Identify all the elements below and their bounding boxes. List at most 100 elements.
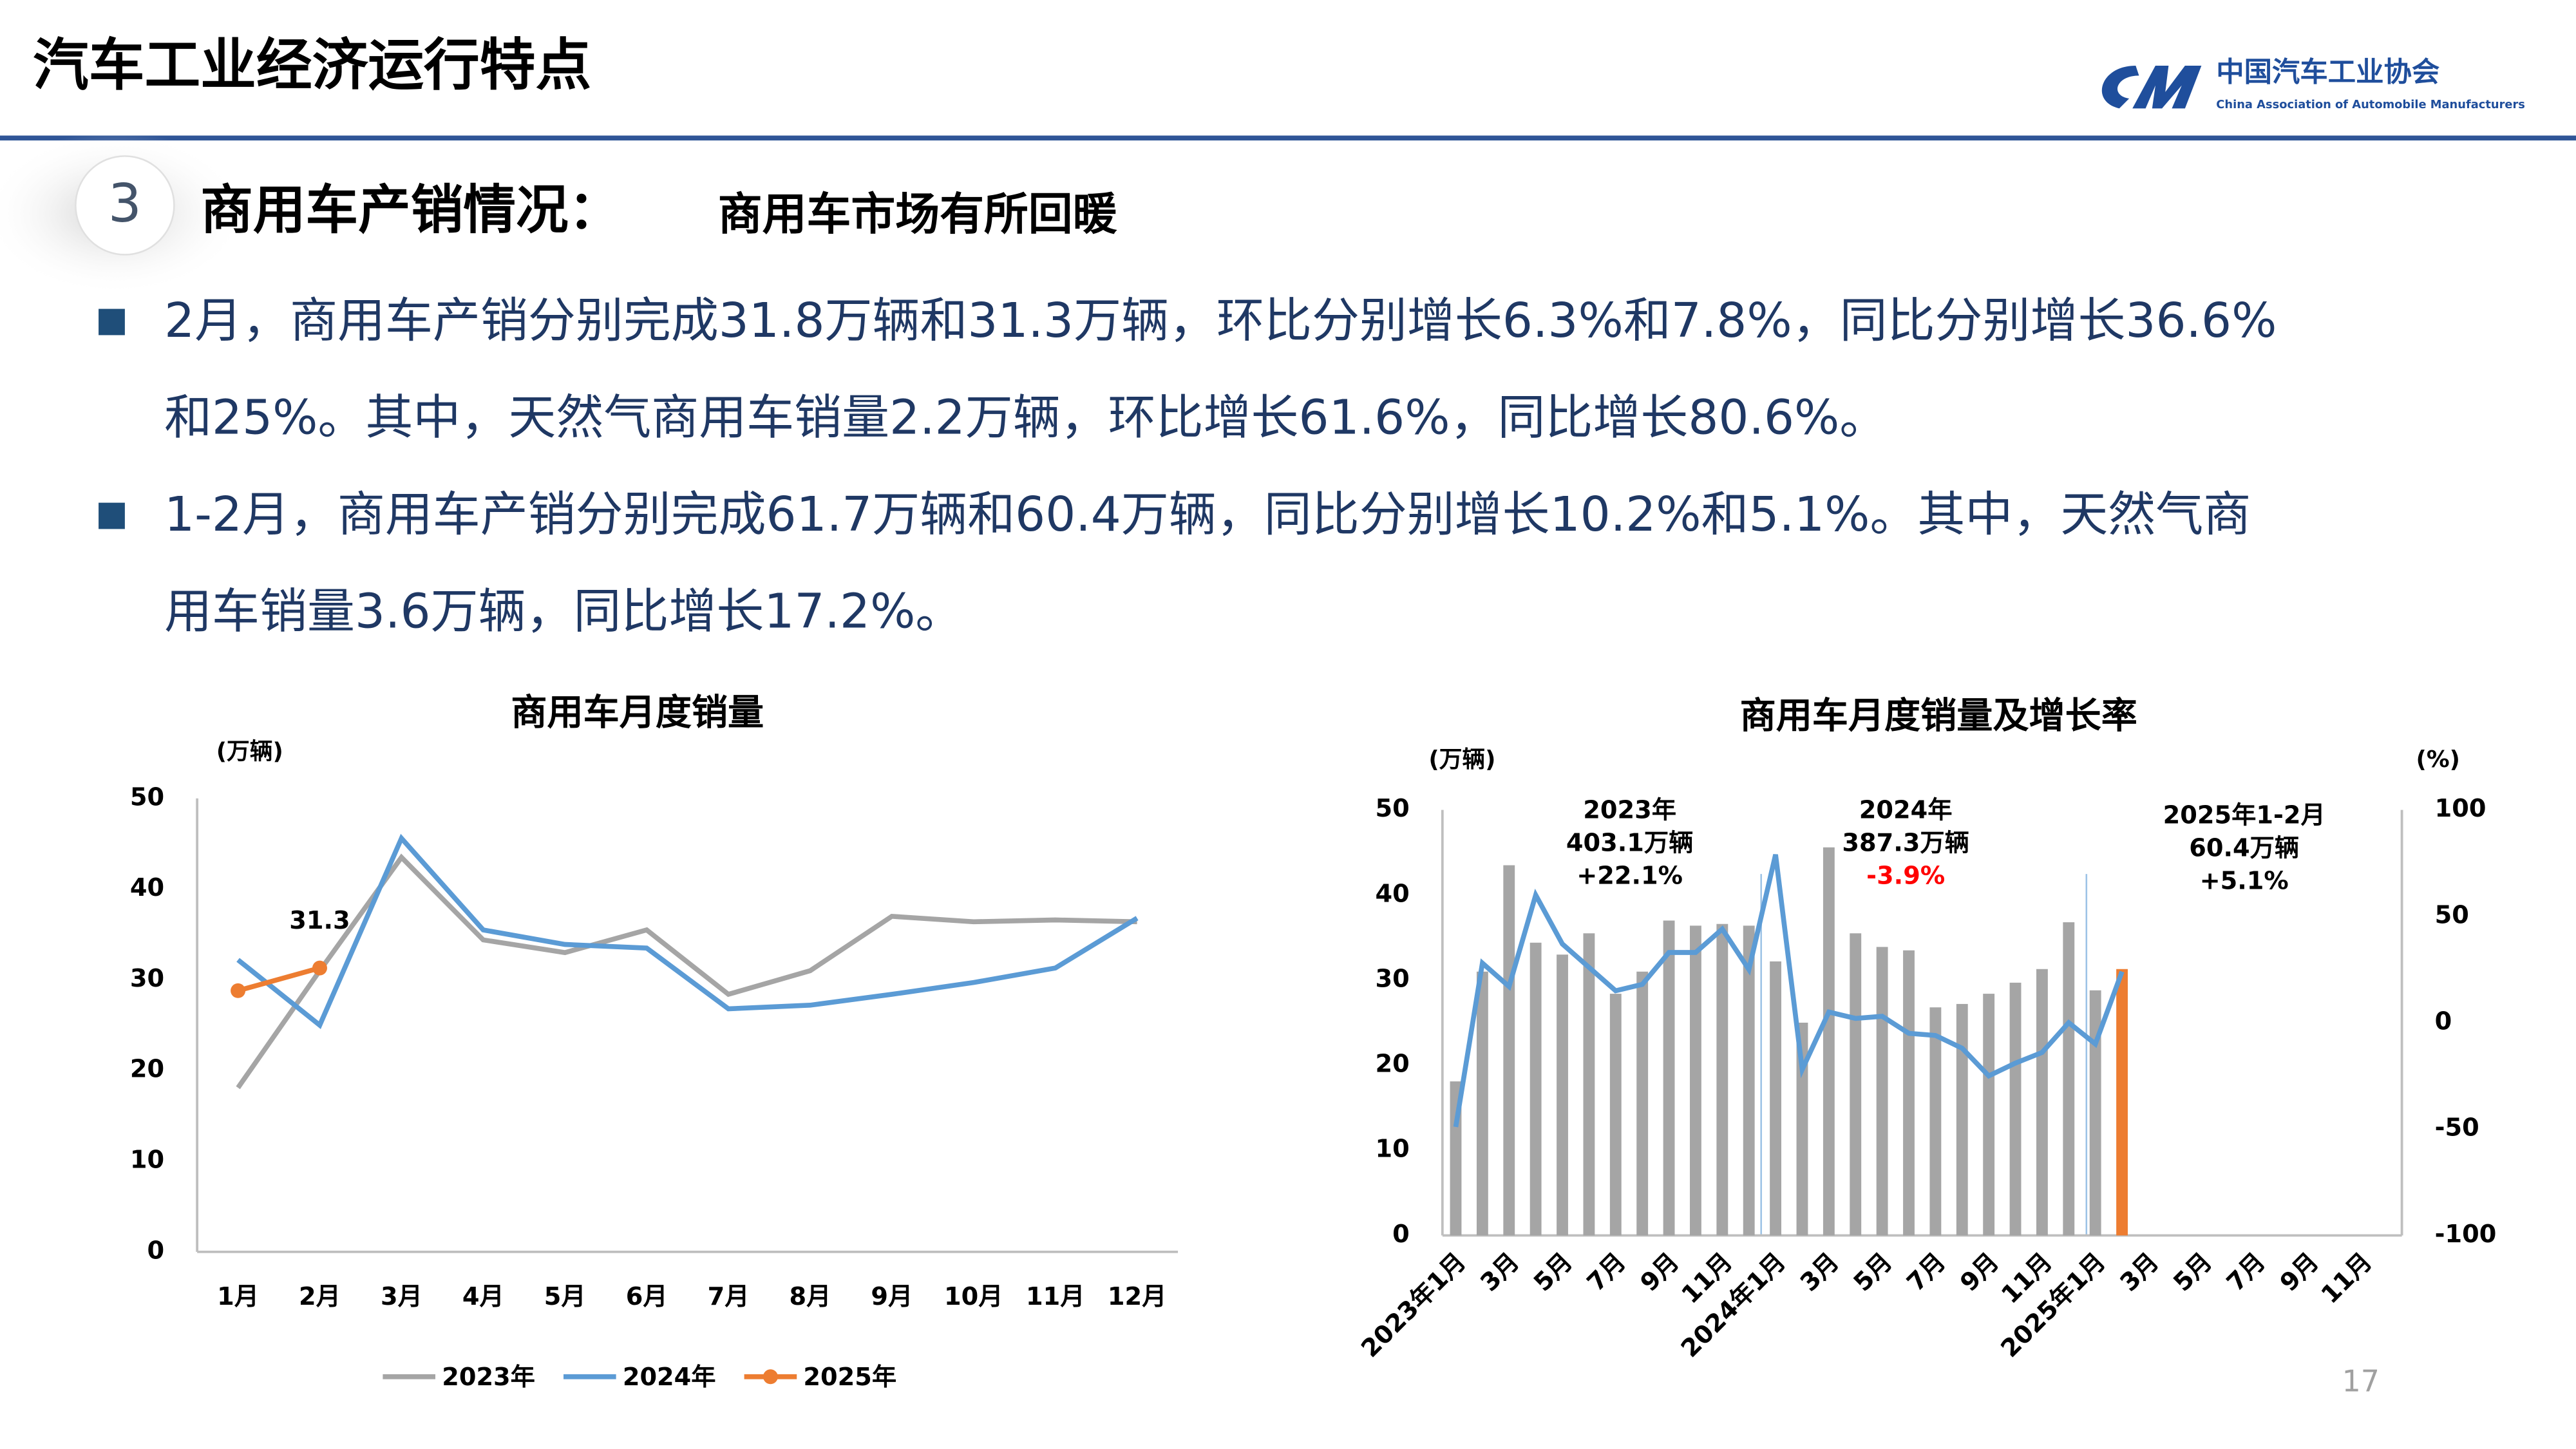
- y-tick-label: 20: [1376, 1050, 1410, 1079]
- y-tick-label: 10: [1376, 1135, 1410, 1164]
- y2-tick-label: 0: [2435, 1007, 2452, 1036]
- x-tick-label: 2023年1月: [1356, 1247, 1472, 1363]
- annotation: +22.1%: [1577, 862, 1683, 891]
- annotation: 387.3万辆: [1842, 829, 1969, 858]
- x-tick-label: 4月: [462, 1282, 504, 1311]
- page-title: 汽车工业经济运行特点: [33, 33, 591, 98]
- bar: [2089, 990, 2101, 1236]
- x-tick-label: 1月: [217, 1282, 259, 1311]
- bar: [1663, 920, 1675, 1236]
- bar: [1609, 994, 1622, 1236]
- y-tick-label: 20: [130, 1055, 164, 1084]
- page-number: 17: [2342, 1363, 2380, 1398]
- annotation: 2023年: [1583, 796, 1676, 825]
- y-unit: (万辆): [216, 738, 283, 764]
- y-tick-label: 0: [1392, 1220, 1410, 1249]
- logo-en: China Association of Automobile Manufact…: [2216, 98, 2525, 111]
- legend-label: 2024年: [623, 1363, 716, 1392]
- y2-tick-label: 50: [2435, 900, 2469, 929]
- y-tick-label: 40: [1376, 879, 1410, 908]
- bullet-marker: [99, 308, 125, 336]
- bar: [1983, 994, 1995, 1236]
- bullet-marker: [99, 502, 125, 529]
- point-marker: [231, 983, 246, 998]
- y-tick-label: 30: [130, 964, 164, 993]
- annotation: -3.9%: [1866, 862, 1945, 891]
- bar: [1583, 933, 1595, 1236]
- bar: [2009, 982, 2022, 1236]
- y-tick-label: 30: [1376, 964, 1410, 993]
- x-tick-label: 5月: [1528, 1247, 1578, 1298]
- series-line: [236, 853, 1137, 1090]
- bar: [2063, 922, 2075, 1236]
- y2-tick-label: -50: [2435, 1113, 2479, 1142]
- x-tick-label: 5月: [544, 1282, 586, 1311]
- bullet-text: 2月，商用车产销分别完成31.8万辆和31.3万辆，环比分别增长6.3%和7.8…: [164, 293, 2277, 348]
- data-label: 31.3: [289, 906, 350, 935]
- x-tick-label: 10月: [944, 1282, 1003, 1311]
- section-number: 3: [108, 173, 142, 234]
- badge: [75, 155, 175, 256]
- x-tick-label: 9月: [871, 1282, 913, 1311]
- bar: [1530, 942, 1542, 1236]
- bar: [1903, 950, 1915, 1236]
- bar: [1557, 954, 1568, 1236]
- bar: [2116, 969, 2128, 1236]
- y-tick-label: 40: [130, 873, 164, 902]
- bar: [1770, 961, 1782, 1236]
- x-tick-label: 3月: [1795, 1247, 1845, 1298]
- x-tick-label: 3月: [1475, 1247, 1525, 1298]
- section-subtitle: 商用车市场有所回暖: [718, 189, 1118, 240]
- annotation: 2025年1-2月: [2163, 800, 2325, 829]
- bar: [1690, 925, 1701, 1236]
- x-tick-label: 7月: [2221, 1247, 2271, 1298]
- y2-tick-label: -100: [2435, 1220, 2497, 1249]
- y-tick-label: 10: [130, 1146, 164, 1175]
- bar: [1956, 1003, 1968, 1236]
- bar: [1929, 1007, 1942, 1236]
- bar: [1716, 923, 1728, 1236]
- logo: 中国汽车工业协会 China Association of Automobile…: [2101, 56, 2525, 111]
- series-line: [237, 965, 321, 994]
- annotation: 60.4万辆: [2189, 833, 2299, 862]
- annotation: +5.1%: [2200, 866, 2289, 895]
- bar: [1476, 971, 1488, 1236]
- section-title: 商用车产销情况：: [200, 180, 621, 241]
- x-tick-label: 11月: [2316, 1247, 2378, 1310]
- x-tick-label: 7月: [1582, 1247, 1632, 1298]
- annotation: 403.1万辆: [1566, 829, 1693, 858]
- y2-unit: (%): [2416, 746, 2460, 773]
- bullet-text: 1-2月，商用车产销分别完成61.7万辆和60.4万辆，同比分别增长10.2%和…: [164, 487, 2251, 542]
- legend-label: 2025年: [803, 1363, 896, 1392]
- x-tick-label: 6月: [626, 1282, 668, 1311]
- chart-title: 商用车月度销量及增长率: [1740, 695, 2137, 737]
- chart-title: 商用车月度销量: [511, 692, 764, 734]
- legend-marker: [762, 1369, 778, 1385]
- bar: [1823, 847, 1835, 1236]
- legend-label: 2023年: [442, 1363, 535, 1392]
- bar: [1876, 947, 1888, 1236]
- y2-tick-label: 100: [2435, 794, 2486, 823]
- bar: [1796, 1023, 1808, 1236]
- x-tick-label: 11月: [1026, 1282, 1084, 1311]
- x-tick-label: 8月: [790, 1282, 831, 1311]
- x-tick-label: 12月: [1108, 1282, 1166, 1311]
- y-tick-label: 0: [147, 1236, 164, 1265]
- x-tick-label: 5月: [1848, 1247, 1899, 1298]
- bullet-text: 和25%。其中，天然气商用车销量2.2万辆，环比增长61.6%，同比增长80.6…: [164, 390, 1887, 446]
- x-tick-label: 2月: [299, 1282, 341, 1311]
- y-tick-label: 50: [130, 782, 164, 811]
- x-tick-label: 7月: [708, 1282, 750, 1311]
- series-line: [236, 833, 1139, 1029]
- x-tick-label: 5月: [2168, 1247, 2218, 1298]
- bar: [1636, 971, 1649, 1236]
- y-unit: (万辆): [1428, 746, 1495, 773]
- x-tick-label: 7月: [1901, 1247, 1951, 1298]
- x-tick-label: 3月: [381, 1282, 422, 1311]
- bullet-text: 用车销量3.6万辆，同比增长17.2%。: [164, 584, 963, 639]
- bar: [1503, 865, 1515, 1236]
- bar: [1850, 933, 1862, 1236]
- x-tick-label: 3月: [2114, 1247, 2164, 1298]
- bar: [1743, 925, 1755, 1236]
